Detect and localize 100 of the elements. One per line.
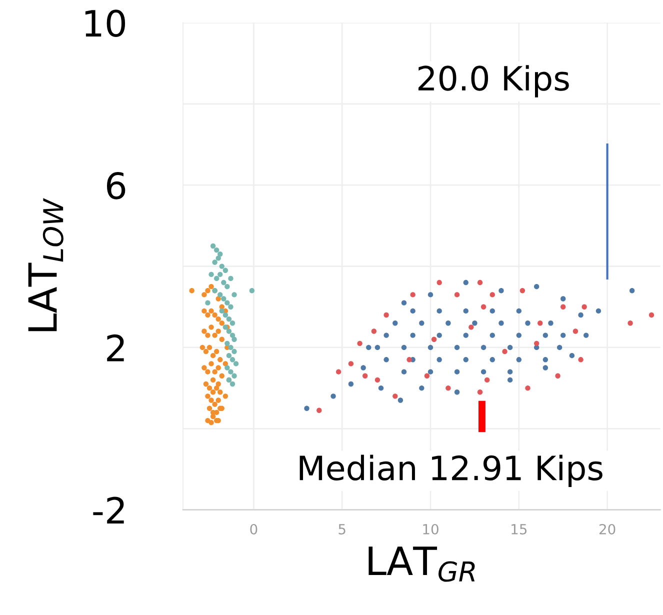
point: [210, 414, 216, 420]
point: [210, 352, 216, 358]
point: [219, 264, 224, 269]
point: [232, 336, 237, 342]
point: [210, 377, 216, 383]
point: [226, 328, 232, 334]
annotation: 20.0 Kips: [418, 65, 569, 98]
point: [205, 369, 210, 374]
point: [226, 352, 232, 358]
point: [206, 385, 212, 391]
point: [218, 252, 223, 257]
x-tick-label: 20: [599, 524, 616, 534]
point: [200, 344, 206, 350]
point: [210, 390, 216, 395]
point: [468, 324, 474, 330]
point: [436, 280, 442, 286]
point: [224, 365, 230, 370]
point: [249, 288, 255, 294]
point: [212, 332, 218, 338]
point: [212, 369, 218, 374]
point: [371, 328, 377, 334]
point: [222, 268, 228, 273]
point: [218, 357, 223, 362]
point: [446, 385, 451, 391]
point: [560, 304, 566, 310]
point: [424, 373, 430, 378]
point: [216, 316, 221, 322]
point: [189, 288, 194, 294]
annotation: Median 12.91 Kips: [300, 454, 602, 487]
point: [230, 381, 236, 387]
point: [203, 348, 209, 354]
point: [230, 320, 236, 326]
point: [218, 272, 223, 278]
point: [212, 402, 218, 407]
point: [222, 312, 228, 318]
point: [230, 357, 236, 362]
point: [384, 312, 389, 318]
point: [216, 398, 221, 403]
point: [392, 394, 398, 399]
point: [208, 420, 214, 426]
point: [490, 292, 495, 298]
point: [216, 381, 221, 387]
point: [484, 377, 490, 383]
x-tick-label: 0: [250, 524, 258, 534]
point: [214, 276, 220, 282]
point: [205, 288, 210, 294]
point: [221, 296, 226, 302]
point: [648, 312, 654, 318]
point: [205, 312, 210, 318]
point: [232, 348, 237, 354]
point: [205, 332, 210, 338]
x-tick-label: 10: [423, 524, 438, 534]
point: [208, 324, 214, 330]
y-tick-label: -2: [93, 496, 124, 524]
point: [205, 394, 210, 399]
point: [502, 348, 508, 354]
point: [628, 320, 633, 326]
point: [406, 357, 412, 362]
y-axis-title: LAT$_{LOW}$: [28, 198, 64, 332]
point: [214, 385, 220, 391]
point: [219, 373, 224, 378]
point: [477, 390, 483, 395]
point: [230, 332, 236, 338]
point: [208, 308, 214, 314]
point: [219, 336, 224, 342]
point: [206, 406, 212, 411]
point: [454, 292, 460, 298]
point: [219, 320, 224, 326]
point: [208, 398, 214, 403]
point: [224, 284, 230, 290]
point: [228, 369, 234, 374]
point: [216, 365, 221, 370]
point: [374, 377, 380, 383]
point: [216, 328, 221, 334]
point: [410, 292, 416, 298]
point: [202, 365, 207, 370]
point: [228, 276, 234, 282]
point: [520, 288, 526, 294]
point: [212, 312, 218, 318]
point: [224, 340, 230, 346]
point: [214, 348, 220, 354]
point: [555, 373, 560, 378]
point: [357, 340, 362, 346]
point: [202, 328, 207, 334]
point: [224, 300, 230, 306]
point: [210, 243, 216, 249]
point: [578, 357, 584, 362]
point: [336, 369, 342, 374]
point: [232, 292, 237, 298]
point: [431, 336, 437, 342]
point: [208, 361, 214, 366]
point: [214, 247, 220, 253]
y-tick-label: 6: [106, 172, 126, 200]
point: [362, 373, 368, 378]
point: [525, 385, 530, 391]
point: [572, 328, 578, 334]
point: [212, 260, 218, 265]
point: [348, 361, 354, 366]
point: [480, 304, 486, 310]
point: [233, 361, 239, 366]
